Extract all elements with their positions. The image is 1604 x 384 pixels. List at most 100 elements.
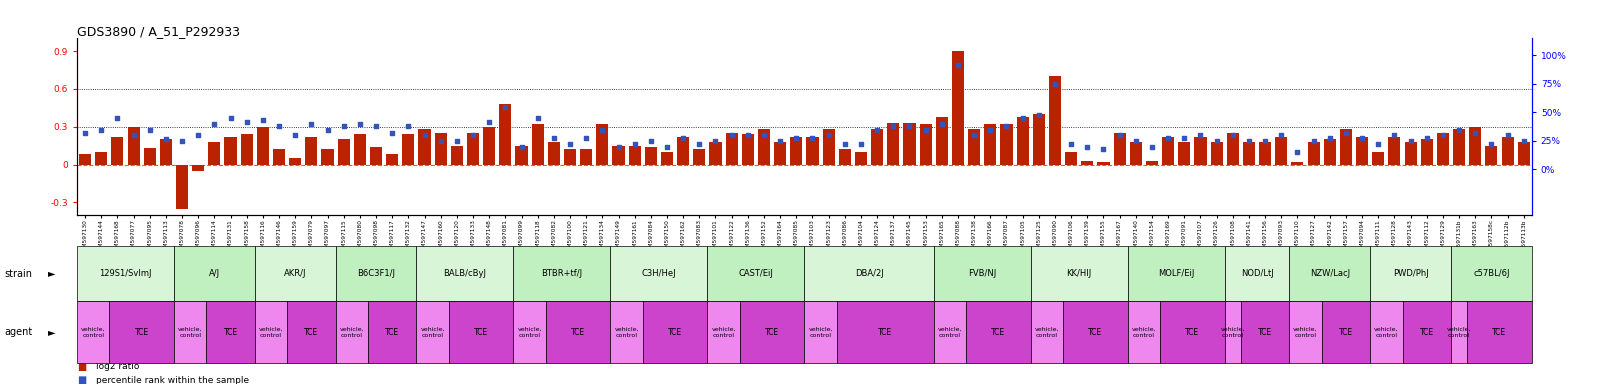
Point [1139, 144, 1165, 150]
Point [1397, 138, 1423, 144]
Point [346, 121, 372, 127]
Bar [127, 127, 140, 165]
Bar [823, 129, 834, 165]
Bar [1211, 142, 1222, 165]
Text: TCE: TCE [223, 328, 237, 337]
Bar [1405, 142, 1416, 165]
Text: TCE: TCE [475, 328, 488, 337]
Point [751, 132, 776, 138]
Bar [1145, 161, 1158, 165]
Bar [95, 152, 107, 165]
Point [800, 134, 826, 141]
Point [638, 138, 664, 144]
Bar [1453, 129, 1464, 165]
Bar [969, 129, 980, 165]
Bar [1421, 139, 1432, 165]
Bar [209, 142, 220, 165]
Bar [1033, 114, 1044, 165]
Point [719, 132, 744, 138]
Point [104, 115, 130, 121]
Bar [661, 152, 674, 165]
Bar [1017, 117, 1028, 165]
Text: vehicle,
control: vehicle, control [420, 326, 444, 338]
Point [1447, 126, 1472, 132]
Text: BTBR+tf/J: BTBR+tf/J [542, 269, 582, 278]
Bar [1469, 127, 1482, 165]
Bar [499, 104, 512, 165]
Bar [1097, 162, 1110, 165]
Point [1479, 141, 1505, 147]
Point [525, 115, 550, 121]
Point [735, 132, 760, 138]
Point [218, 115, 244, 121]
Point [767, 138, 792, 144]
Bar [192, 165, 204, 171]
Point [282, 132, 308, 138]
Bar [1501, 137, 1514, 165]
Bar [241, 134, 253, 165]
Point [412, 132, 438, 138]
Point [977, 126, 1002, 132]
Text: vehicle,
control: vehicle, control [518, 326, 542, 338]
Point [881, 123, 906, 129]
Text: ■: ■ [77, 362, 87, 372]
Text: DBA/2J: DBA/2J [855, 269, 884, 278]
Point [460, 132, 486, 138]
Point [993, 123, 1019, 129]
Bar [775, 142, 786, 165]
Text: vehicle,
control: vehicle, control [1221, 326, 1245, 338]
Text: TCE: TCE [765, 328, 780, 337]
Point [314, 126, 340, 132]
Point [1237, 138, 1262, 144]
Text: vehicle,
control: vehicle, control [1035, 326, 1059, 338]
Point [783, 134, 808, 141]
Point [1187, 132, 1213, 138]
Point [1301, 138, 1327, 144]
Bar [435, 133, 448, 165]
Point [1107, 132, 1132, 138]
Text: vehicle,
control: vehicle, control [1447, 326, 1471, 338]
Bar [257, 127, 269, 165]
Bar [887, 123, 900, 165]
Text: ►: ► [48, 327, 56, 337]
Point [1381, 132, 1407, 138]
Bar [791, 137, 802, 165]
Bar [144, 148, 156, 165]
Bar [1049, 76, 1060, 165]
Bar [565, 149, 576, 165]
Bar [1081, 161, 1094, 165]
Point [1495, 132, 1521, 138]
Point [1253, 138, 1278, 144]
Point [687, 141, 712, 147]
Text: vehicle,
control: vehicle, control [938, 326, 962, 338]
Bar [839, 149, 850, 165]
Text: vehicle,
control: vehicle, control [1131, 326, 1156, 338]
Bar [273, 149, 286, 165]
Bar [741, 134, 754, 165]
Text: FVB/NJ: FVB/NJ [969, 269, 996, 278]
Bar [1437, 133, 1448, 165]
Bar [1485, 146, 1498, 165]
Bar [759, 129, 770, 165]
Point [1059, 141, 1084, 147]
Bar [1113, 133, 1126, 165]
Bar [597, 124, 608, 165]
Bar [903, 123, 916, 165]
Text: BALB/cByJ: BALB/cByJ [443, 269, 486, 278]
Point [186, 132, 212, 138]
Point [1203, 138, 1229, 144]
Point [508, 144, 534, 150]
Point [590, 126, 616, 132]
Text: vehicle,
control: vehicle, control [178, 326, 202, 338]
Point [136, 126, 162, 132]
Point [816, 132, 842, 138]
Point [363, 123, 388, 129]
Bar [79, 154, 91, 165]
Text: strain: strain [5, 268, 32, 279]
Point [1091, 146, 1116, 152]
Bar [1517, 142, 1530, 165]
Text: vehicle,
control: vehicle, control [1375, 326, 1399, 338]
Text: ■: ■ [77, 375, 87, 384]
Bar [1307, 142, 1320, 165]
Bar [483, 127, 496, 165]
